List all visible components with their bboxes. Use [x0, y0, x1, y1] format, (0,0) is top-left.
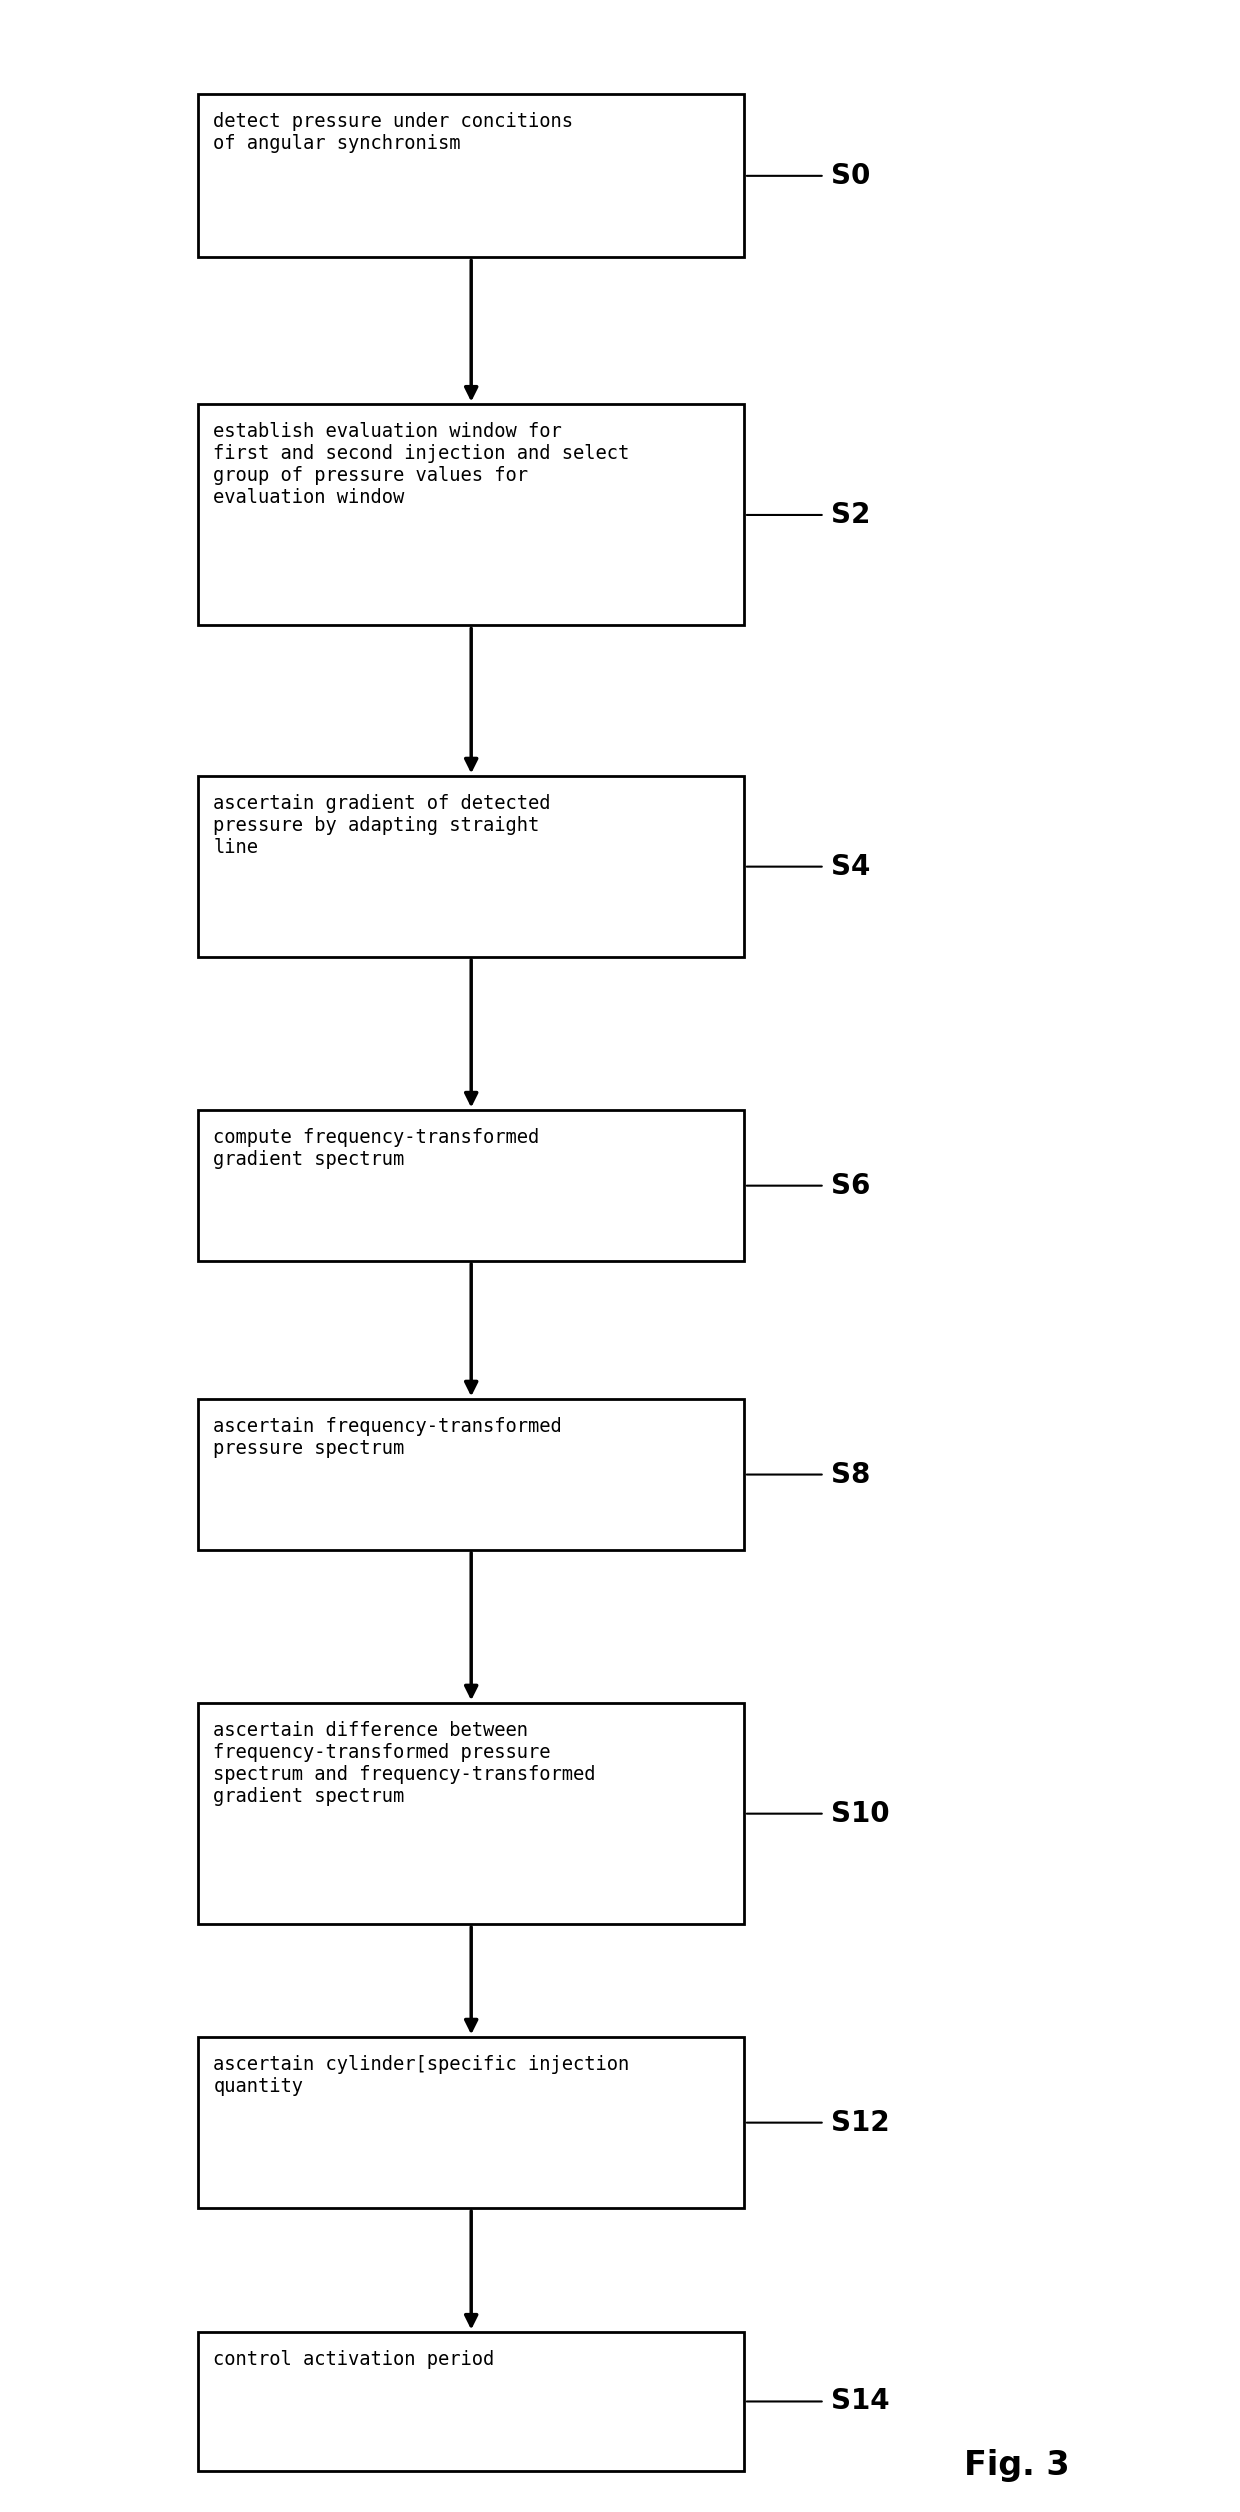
Text: S10: S10 [831, 1799, 889, 1829]
Text: ascertain gradient of detected
pressure by adapting straight
line: ascertain gradient of detected pressure … [213, 794, 551, 857]
FancyBboxPatch shape [198, 404, 744, 625]
Text: establish evaluation window for
first and second injection and select
group of p: establish evaluation window for first an… [213, 422, 630, 507]
Text: ascertain frequency-transformed
pressure spectrum: ascertain frequency-transformed pressure… [213, 1417, 562, 1457]
Text: S0: S0 [831, 161, 870, 191]
Text: Fig. 3: Fig. 3 [963, 2449, 1070, 2482]
Text: S6: S6 [831, 1171, 870, 1201]
FancyBboxPatch shape [198, 1399, 744, 1550]
Text: control activation period: control activation period [213, 2351, 495, 2369]
Text: S4: S4 [831, 852, 870, 882]
Text: ascertain difference between
frequency-transformed pressure
spectrum and frequen: ascertain difference between frequency-t… [213, 1721, 595, 1806]
Text: ascertain cylinder[specific injection
quantity: ascertain cylinder[specific injection qu… [213, 2055, 630, 2095]
Text: S2: S2 [831, 500, 870, 530]
FancyBboxPatch shape [198, 93, 744, 256]
FancyBboxPatch shape [198, 1110, 744, 1261]
FancyBboxPatch shape [198, 1703, 744, 1924]
Text: compute frequency-transformed
gradient spectrum: compute frequency-transformed gradient s… [213, 1128, 539, 1168]
FancyBboxPatch shape [198, 2037, 744, 2208]
FancyBboxPatch shape [198, 2331, 744, 2472]
Text: S14: S14 [831, 2386, 889, 2417]
Text: S12: S12 [831, 2108, 889, 2138]
FancyBboxPatch shape [198, 776, 744, 957]
Text: detect pressure under concitions
of angular synchronism: detect pressure under concitions of angu… [213, 111, 573, 153]
Text: S8: S8 [831, 1459, 870, 1490]
